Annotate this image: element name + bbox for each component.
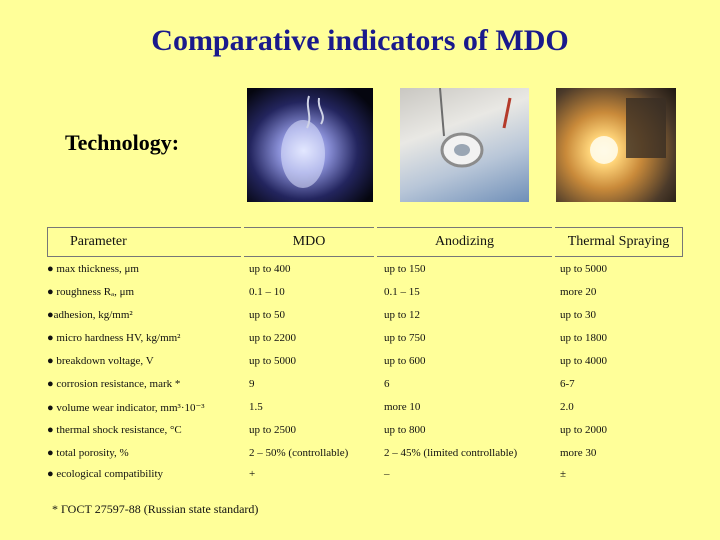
row-thermal-value: up to 4000 [560, 355, 608, 367]
row-thermal-value: 2.0 [560, 401, 574, 413]
table-row: ●adhesion, kg/mm² up to 50 up to 12 up t… [47, 305, 683, 328]
row-parameter: ● micro hardness HV, kg/mm² [47, 332, 181, 344]
row-anodizing-value: – [384, 468, 390, 480]
row-anodizing-value: up to 12 [384, 309, 421, 321]
row-anodizing-value: up to 800 [384, 424, 426, 436]
table-row: ● micro hardness HV, kg/mm² up to 2200 u… [47, 328, 683, 351]
row-thermal-value: up to 1800 [560, 332, 608, 344]
table-row: ● breakdown voltage, V up to 5000 up to … [47, 351, 683, 374]
row-parameter: ● thermal shock resistance, °C [47, 424, 182, 436]
row-thermal-value: 6-7 [560, 378, 575, 390]
section-subtitle: Technology: [65, 130, 180, 155]
thermal-spray-image [590, 98, 666, 164]
row-anodizing-value: up to 600 [384, 355, 426, 367]
header-thermal-spraying: Thermal Spraying [555, 227, 683, 257]
row-mdo-value: up to 400 [249, 263, 291, 275]
row-parameter: ● volume wear indicator, mm³·10⁻³ [47, 402, 205, 414]
mdo-glow-image [281, 95, 325, 188]
row-parameter: ● ecological compatibility [47, 468, 163, 480]
row-parameter: ● corrosion resistance, mark * [47, 378, 181, 390]
row-mdo-value: 0.1 – 10 [249, 286, 285, 298]
row-anodizing-value: 6 [384, 378, 390, 390]
table-row: ● roughness Rₐ, μm 0.1 – 10 0.1 – 15 mor… [47, 282, 683, 305]
header-mdo: MDO [244, 227, 374, 257]
table-row: ● max thickness, μm up to 400 up to 150 … [47, 259, 683, 282]
row-thermal-value: ± [560, 468, 567, 480]
header-parameter: Parameter [47, 227, 241, 257]
row-mdo-value: 1.5 [249, 401, 263, 413]
row-mdo-value: + [249, 468, 256, 480]
row-parameter: ● roughness Rₐ, μm [47, 286, 135, 298]
row-thermal-value: more 20 [560, 286, 597, 298]
row-mdo-value: 2 – 50% (controllable) [249, 447, 349, 459]
table-row: ● total porosity, % 2 – 50% (controllabl… [47, 443, 683, 466]
row-thermal-value: up to 30 [560, 309, 597, 321]
row-mdo-value: up to 50 [249, 309, 286, 321]
row-parameter: ● total porosity, % [47, 447, 129, 459]
row-anodizing-value: 2 – 45% (limited controllable) [384, 447, 518, 459]
thermal-spraying-photo [556, 88, 676, 202]
row-mdo-value: up to 5000 [249, 355, 297, 367]
anodizing-process-photo [400, 88, 529, 202]
row-anodizing-value: 0.1 – 15 [384, 286, 420, 298]
row-mdo-value: up to 2500 [249, 424, 297, 436]
anodizing-bath-image [439, 88, 512, 168]
row-parameter: ●adhesion, kg/mm² [47, 309, 133, 321]
row-anodizing-value: up to 150 [384, 263, 426, 275]
row-anodizing-value: more 10 [384, 401, 421, 413]
mdo-process-photo [247, 88, 373, 202]
row-mdo-value: 9 [249, 378, 255, 390]
table-row: ● corrosion resistance, mark * 9 6 6-7 [47, 374, 683, 397]
page-title: Comparative indicators of MDO [151, 24, 569, 57]
row-anodizing-value: up to 750 [384, 332, 426, 344]
row-parameter: ● breakdown voltage, V [47, 355, 154, 367]
footnote: * ГОСТ 27597-88 (Russian state standard) [52, 502, 259, 516]
row-thermal-value: up to 5000 [560, 263, 608, 275]
row-thermal-value: up to 2000 [560, 424, 608, 436]
row-parameter: ● max thickness, μm [47, 263, 139, 275]
table-row: ● ecological compatibility + – ± [47, 464, 683, 487]
row-mdo-value: up to 2200 [249, 332, 297, 344]
row-thermal-value: more 30 [560, 447, 597, 459]
table-row: ● volume wear indicator, mm³·10⁻³ 1.5 mo… [47, 397, 683, 420]
header-anodizing: Anodizing [377, 227, 552, 257]
table-row: ● thermal shock resistance, °C up to 250… [47, 420, 683, 443]
